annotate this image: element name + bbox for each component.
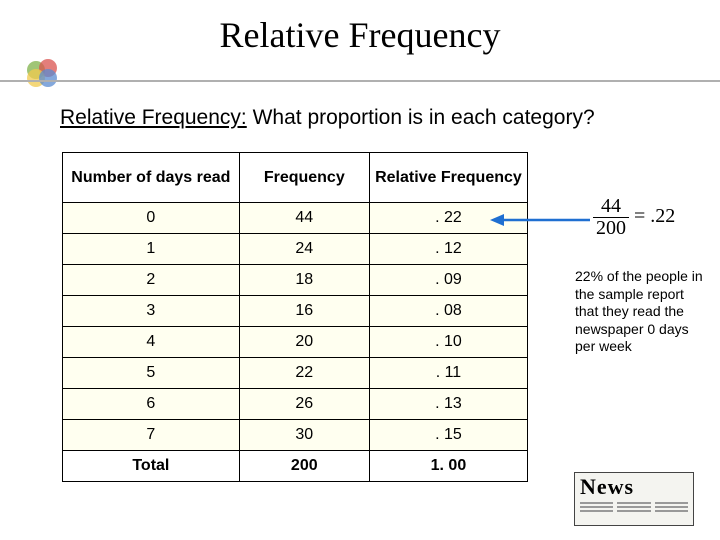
table-cell: 0: [63, 203, 240, 234]
fraction-icon: 44 200: [593, 196, 629, 239]
table-cell: 6: [63, 389, 240, 420]
table-row: 626. 13: [63, 389, 528, 420]
slide-title: Relative Frequency: [0, 14, 720, 56]
table-cell: 3: [63, 296, 240, 327]
table-cell: 200: [239, 451, 369, 482]
table-cell: 18: [239, 265, 369, 296]
table-cell: 44: [239, 203, 369, 234]
formula-result: .22: [650, 205, 675, 227]
subtitle-rest: What proportion is in each category?: [247, 106, 595, 129]
table-cell: 24: [239, 234, 369, 265]
slide-header: Relative Frequency: [0, 0, 720, 60]
table-body: 044. 22124. 12218. 09316. 08420. 10522. …: [63, 203, 528, 482]
table-cell: 30: [239, 420, 369, 451]
col-header: Number of days read: [63, 153, 240, 203]
col-header: Relative Frequency: [369, 153, 527, 203]
formula: 44 200 = .22: [593, 196, 675, 239]
frequency-table-wrap: Number of days read Frequency Relative F…: [62, 152, 528, 482]
table-row: 420. 10: [63, 327, 528, 358]
table-cell: . 11: [369, 358, 527, 389]
bullet-circles-icon: [24, 58, 64, 93]
table-cell: 1. 00: [369, 451, 527, 482]
table-cell: . 08: [369, 296, 527, 327]
table-cell: 22: [239, 358, 369, 389]
table-cell: 26: [239, 389, 369, 420]
table-row: 124. 12: [63, 234, 528, 265]
subtitle: Relative Frequency: What proportion is i…: [60, 106, 595, 130]
table-total-row: Total2001. 00: [63, 451, 528, 482]
table-cell: Total: [63, 451, 240, 482]
header-divider: [0, 80, 720, 82]
table-row: 316. 08: [63, 296, 528, 327]
formula-numerator: 44: [593, 196, 629, 218]
table-row: 044. 22: [63, 203, 528, 234]
table-cell: 20: [239, 327, 369, 358]
news-label: News: [580, 476, 688, 498]
table-cell: 16: [239, 296, 369, 327]
news-image-icon: News: [574, 472, 694, 526]
table-cell: 1: [63, 234, 240, 265]
table-cell: 2: [63, 265, 240, 296]
table-cell: 7: [63, 420, 240, 451]
table-cell: . 10: [369, 327, 527, 358]
table-cell: . 09: [369, 265, 527, 296]
formula-equals: =: [634, 205, 645, 227]
table-cell: . 12: [369, 234, 527, 265]
annotation-text: 22% of the people in the sample report t…: [575, 268, 703, 356]
table-cell: . 13: [369, 389, 527, 420]
table-header-row: Number of days read Frequency Relative F…: [63, 153, 528, 203]
table-cell: 4: [63, 327, 240, 358]
news-lines-icon: [580, 502, 688, 514]
frequency-table: Number of days read Frequency Relative F…: [62, 152, 528, 482]
table-row: 218. 09: [63, 265, 528, 296]
arrow-icon: [490, 211, 590, 234]
formula-denominator: 200: [593, 218, 629, 239]
table-cell: . 15: [369, 420, 527, 451]
subtitle-term: Relative Frequency:: [60, 106, 247, 129]
table-row: 730. 15: [63, 420, 528, 451]
table-cell: 5: [63, 358, 240, 389]
col-header: Frequency: [239, 153, 369, 203]
table-row: 522. 11: [63, 358, 528, 389]
